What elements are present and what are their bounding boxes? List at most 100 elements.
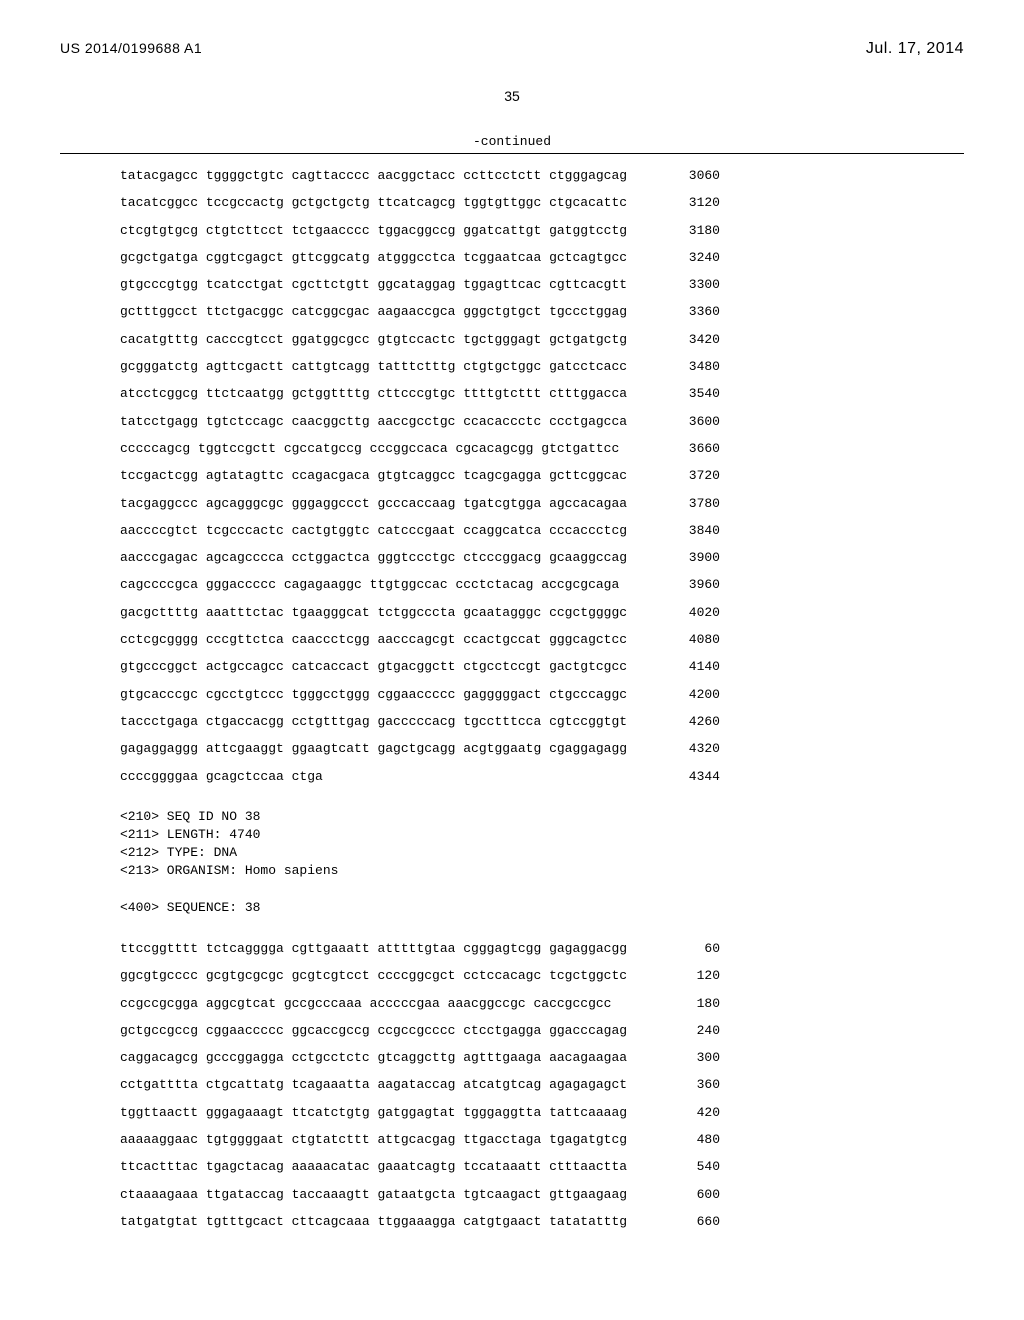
sequence-row: gagaggaggg attcgaaggt ggaagtcatt gagctgc… [120, 735, 964, 762]
sequence-text: tatcctgagg tgtctccagc caacggcttg aaccgcc… [120, 408, 660, 435]
sequence-text: tacatcggcc tccgccactg gctgctgctg ttcatca… [120, 189, 660, 216]
sequence-text: atcctcggcg ttctcaatgg gctggttttg cttcccg… [120, 380, 660, 407]
sequence-text: gacgcttttg aaatttctac tgaagggcat tctggcc… [120, 599, 660, 626]
sequence-text: tggttaactt gggagaaagt ttcatctgtg gatggag… [120, 1099, 660, 1126]
sequence-position: 60 [660, 935, 720, 962]
sequence-row: tacgaggccc agcagggcgc gggaggccct gcccacc… [120, 490, 964, 517]
sequence-row: taccctgaga ctgaccacgg cctgtttgag gaccccc… [120, 708, 964, 735]
sequence-block-upper: tatacgagcc tggggctgtc cagttacccc aacggct… [120, 162, 964, 790]
divider-top [60, 153, 964, 154]
sequence-row: tggttaactt gggagaaagt ttcatctgtg gatggag… [120, 1099, 964, 1126]
sequence-text: cccccagcg tggtccgctt cgccatgccg cccggcca… [120, 435, 660, 462]
sequence-row: tccgactcgg agtatagttc ccagacgaca gtgtcag… [120, 462, 964, 489]
sequence-position: 420 [660, 1099, 720, 1126]
sequence-position: 4260 [660, 708, 720, 735]
sequence-position: 4320 [660, 735, 720, 762]
sequence-position: 4344 [660, 763, 720, 790]
page-number: 35 [60, 88, 964, 104]
sequence-text: gtgcccgtgg tcatcctgat cgcttctgtt ggcatag… [120, 271, 660, 298]
page-header: US 2014/0199688 A1 Jul. 17, 2014 [60, 40, 964, 58]
sequence-text: ttcactttac tgagctacag aaaaacatac gaaatca… [120, 1153, 660, 1180]
sequence-row: gacgcttttg aaatttctac tgaagggcat tctggcc… [120, 599, 964, 626]
sequence-position: 4020 [660, 599, 720, 626]
sequence-position: 3060 [660, 162, 720, 189]
sequence-position: 4080 [660, 626, 720, 653]
sequence-position: 3480 [660, 353, 720, 380]
sequence-row: gcgggatctg agttcgactt cattgtcagg tatttct… [120, 353, 964, 380]
sequence-text: gtgcccggct actgccagcc catcaccact gtgacgg… [120, 653, 660, 680]
sequence-text: caggacagcg gcccggagga cctgcctctc gtcaggc… [120, 1044, 660, 1071]
sequence-text: tatgatgtat tgtttgcact cttcagcaaa ttggaaa… [120, 1208, 660, 1235]
sequence-text: gtgcacccgc cgcctgtccc tgggcctggg cggaacc… [120, 681, 660, 708]
sequence-position: 240 [660, 1017, 720, 1044]
sequence-text: aaaaaggaac tgtggggaat ctgtatcttt attgcac… [120, 1126, 660, 1153]
sequence-position: 3360 [660, 298, 720, 325]
sequence-text: tatacgagcc tggggctgtc cagttacccc aacggct… [120, 162, 660, 189]
sequence-text: gcgctgatga cggtcgagct gttcggcatg atgggcc… [120, 244, 660, 271]
sequence-row: ccccggggaa gcagctccaa ctga4344 [120, 763, 964, 790]
sequence-row: aaccccgtct tcgcccactc cactgtggtc catcccg… [120, 517, 964, 544]
sequence-text: ttccggtttt tctcagggga cgttgaaatt atttttg… [120, 935, 660, 962]
sequence-position: 300 [660, 1044, 720, 1071]
sequence-block-lower: ttccggtttt tctcagggga cgttgaaatt atttttg… [120, 935, 964, 1235]
sequence-text: taccctgaga ctgaccacgg cctgtttgag gaccccc… [120, 708, 660, 735]
sequence-row: gctttggcct ttctgacggc catcggcgac aagaacc… [120, 298, 964, 325]
sequence-text: ccccggggaa gcagctccaa ctga [120, 763, 660, 790]
sequence-row: cacatgtttg cacccgtcct ggatggcgcc gtgtcca… [120, 326, 964, 353]
sequence-row: cctcgcgggg cccgttctca caaccctcgg aacccag… [120, 626, 964, 653]
sequence-position: 3300 [660, 271, 720, 298]
sequence-position: 3900 [660, 544, 720, 571]
sequence-position: 4200 [660, 681, 720, 708]
sequence-row: ttcactttac tgagctacag aaaaacatac gaaatca… [120, 1153, 964, 1180]
sequence-row: cagccccgca gggaccccc cagagaaggc ttgtggcc… [120, 571, 964, 598]
sequence-row: tatgatgtat tgtttgcact cttcagcaaa ttggaaa… [120, 1208, 964, 1235]
sequence-row: gcgctgatga cggtcgagct gttcggcatg atgggcc… [120, 244, 964, 271]
sequence-position: 3780 [660, 490, 720, 517]
sequence-row: ccgccgcgga aggcgtcat gccgcccaaa acccccga… [120, 990, 964, 1017]
sequence-row: aaaaaggaac tgtggggaat ctgtatcttt attgcac… [120, 1126, 964, 1153]
sequence-text: aaccccgtct tcgcccactc cactgtggtc catcccg… [120, 517, 660, 544]
sequence-text: tacgaggccc agcagggcgc gggaggccct gcccacc… [120, 490, 660, 517]
sequence-row: tacatcggcc tccgccactg gctgctgctg ttcatca… [120, 189, 964, 216]
sequence-position: 120 [660, 962, 720, 989]
sequence-position: 180 [660, 990, 720, 1017]
sequence-text: ctaaaagaaa ttgataccag taccaaagtt gataatg… [120, 1181, 660, 1208]
sequence-text: aacccgagac agcagcccca cctggactca gggtccc… [120, 544, 660, 571]
sequence-position: 3240 [660, 244, 720, 271]
sequence-text: gagaggaggg attcgaaggt ggaagtcatt gagctgc… [120, 735, 660, 762]
sequence-text: cctgatttta ctgcattatg tcagaaatta aagatac… [120, 1071, 660, 1098]
sequence-row: tatacgagcc tggggctgtc cagttacccc aacggct… [120, 162, 964, 189]
sequence-row: gctgccgccg cggaaccccc ggcaccgccg ccgccgc… [120, 1017, 964, 1044]
sequence-row: atcctcggcg ttctcaatgg gctggttttg cttcccg… [120, 380, 964, 407]
sequence-row: cctgatttta ctgcattatg tcagaaatta aagatac… [120, 1071, 964, 1098]
sequence-row: aacccgagac agcagcccca cctggactca gggtccc… [120, 544, 964, 571]
continued-label: -continued [60, 134, 964, 149]
sequence-position: 3660 [660, 435, 720, 462]
sequence-position: 480 [660, 1126, 720, 1153]
sequence-row: gtgcccggct actgccagcc catcaccact gtgacgg… [120, 653, 964, 680]
sequence-position: 660 [660, 1208, 720, 1235]
sequence-text: cagccccgca gggaccccc cagagaaggc ttgtggcc… [120, 571, 660, 598]
sequence-text: ggcgtgcccc gcgtgcgcgc gcgtcgtcct ccccggc… [120, 962, 660, 989]
sequence-position: 3120 [660, 189, 720, 216]
sequence-position: 3540 [660, 380, 720, 407]
sequence-text: gctgccgccg cggaaccccc ggcaccgccg ccgccgc… [120, 1017, 660, 1044]
sequence-position: 3600 [660, 408, 720, 435]
sequence-row: ttccggtttt tctcagggga cgttgaaatt atttttg… [120, 935, 964, 962]
sequence-position: 600 [660, 1181, 720, 1208]
sequence-metadata: <210> SEQ ID NO 38 <211> LENGTH: 4740 <2… [120, 808, 964, 917]
sequence-position: 3840 [660, 517, 720, 544]
sequence-text: tccgactcgg agtatagttc ccagacgaca gtgtcag… [120, 462, 660, 489]
sequence-text: ccgccgcgga aggcgtcat gccgcccaaa acccccga… [120, 990, 660, 1017]
sequence-text: gcgggatctg agttcgactt cattgtcagg tatttct… [120, 353, 660, 380]
sequence-position: 3180 [660, 217, 720, 244]
sequence-position: 360 [660, 1071, 720, 1098]
sequence-position: 3720 [660, 462, 720, 489]
sequence-row: ctaaaagaaa ttgataccag taccaaagtt gataatg… [120, 1181, 964, 1208]
sequence-text: gctttggcct ttctgacggc catcggcgac aagaacc… [120, 298, 660, 325]
sequence-position: 3420 [660, 326, 720, 353]
sequence-row: gtgcacccgc cgcctgtccc tgggcctggg cggaacc… [120, 681, 964, 708]
sequence-row: ctcgtgtgcg ctgtcttcct tctgaacccc tggacgg… [120, 217, 964, 244]
sequence-row: cccccagcg tggtccgctt cgccatgccg cccggcca… [120, 435, 964, 462]
sequence-row: ggcgtgcccc gcgtgcgcgc gcgtcgtcct ccccggc… [120, 962, 964, 989]
